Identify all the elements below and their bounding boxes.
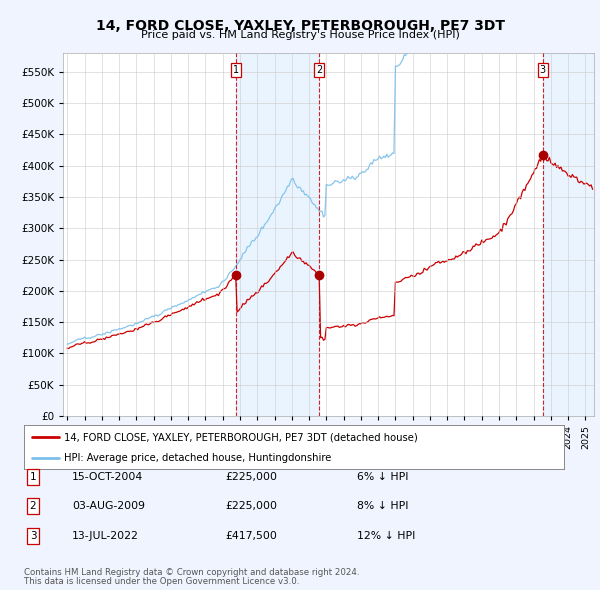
Text: 2: 2 <box>316 65 322 75</box>
Text: 1: 1 <box>233 65 239 75</box>
Text: 13-JUL-2022: 13-JUL-2022 <box>72 531 139 540</box>
Text: 15-OCT-2004: 15-OCT-2004 <box>72 472 143 481</box>
Text: 12% ↓ HPI: 12% ↓ HPI <box>357 531 415 540</box>
Text: 14, FORD CLOSE, YAXLEY, PETERBOROUGH, PE7 3DT: 14, FORD CLOSE, YAXLEY, PETERBOROUGH, PE… <box>95 19 505 33</box>
Text: This data is licensed under the Open Government Licence v3.0.: This data is licensed under the Open Gov… <box>24 578 299 586</box>
Text: 3: 3 <box>29 531 37 540</box>
Bar <box>236 53 319 416</box>
Text: £225,000: £225,000 <box>225 472 277 481</box>
Text: 8% ↓ HPI: 8% ↓ HPI <box>357 502 409 511</box>
Text: 2: 2 <box>29 502 37 511</box>
Text: Price paid vs. HM Land Registry's House Price Index (HPI): Price paid vs. HM Land Registry's House … <box>140 30 460 40</box>
Text: 03-AUG-2009: 03-AUG-2009 <box>72 502 145 511</box>
Text: 3: 3 <box>539 65 546 75</box>
Bar <box>543 53 594 416</box>
Text: £417,500: £417,500 <box>225 531 277 540</box>
Text: HPI: Average price, detached house, Huntingdonshire: HPI: Average price, detached house, Hunt… <box>65 454 332 463</box>
Text: 1: 1 <box>29 472 37 481</box>
Text: £225,000: £225,000 <box>225 502 277 511</box>
Text: 6% ↓ HPI: 6% ↓ HPI <box>357 472 409 481</box>
Text: 14, FORD CLOSE, YAXLEY, PETERBOROUGH, PE7 3DT (detached house): 14, FORD CLOSE, YAXLEY, PETERBOROUGH, PE… <box>65 432 418 442</box>
Text: Contains HM Land Registry data © Crown copyright and database right 2024.: Contains HM Land Registry data © Crown c… <box>24 568 359 577</box>
